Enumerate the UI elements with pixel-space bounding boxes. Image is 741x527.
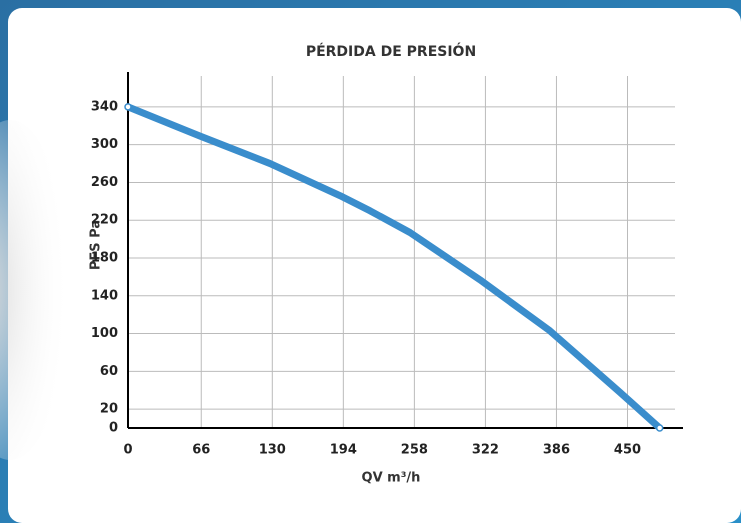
y-tick-label: 100 [91,326,118,341]
x-tick-label: 450 [614,443,641,458]
y-tick-label: 260 [91,175,118,190]
y-tick-label: 180 [91,251,118,266]
x-tick-label: 194 [330,443,357,458]
chart: PÉRDIDA DE PRESIÓN QV m³/h PFS Pa 0 20 60 1… [89,42,683,486]
x-tick-label: 322 [472,443,499,458]
x-tick-label: 0 [123,443,132,458]
y-tick-label: 0 [109,421,118,436]
card [8,8,741,523]
endpoint [124,103,132,111]
product-image [0,120,70,460]
x-tick-label: 130 [259,443,286,458]
x-axis-label: QV m³/h [362,471,421,486]
endpoint [655,424,664,432]
y-tick-label: 140 [91,288,118,303]
chart-title: PÉRDIDA DE PRESIÓN [306,42,476,60]
x-tick-label: 66 [192,443,210,458]
x-tick-label: 258 [401,443,428,458]
y-tick-label: 60 [100,364,118,379]
y-tick-label: 340 [91,99,118,114]
y-axis-label: PFS Pa [89,220,104,270]
x-tick-label: 386 [543,443,570,458]
y-tick-label: 20 [100,402,118,417]
data-line [124,103,664,432]
y-tick-label: 220 [91,213,118,228]
y-tick-label: 300 [91,137,118,152]
